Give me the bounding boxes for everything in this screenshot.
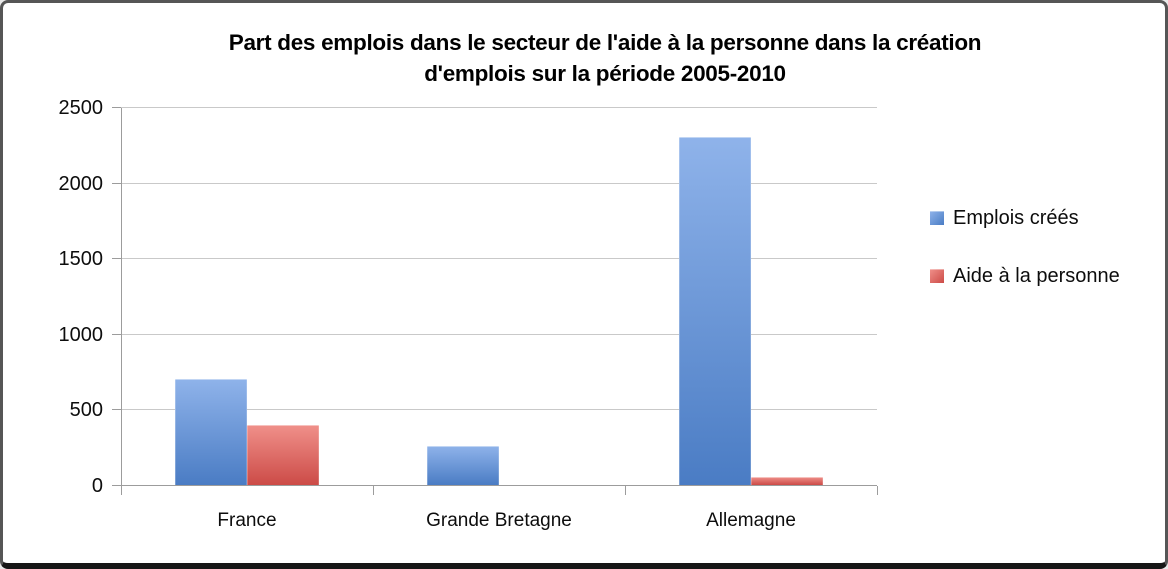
legend-swatch bbox=[930, 269, 944, 283]
legend-label: Emplois créés bbox=[953, 206, 1079, 229]
chart-title: Part des emplois dans le secteur de l'ai… bbox=[153, 27, 1057, 89]
y-axis-label: 500 bbox=[69, 399, 103, 422]
bar bbox=[175, 379, 247, 485]
y-axis-label: 1500 bbox=[58, 248, 104, 271]
y-axis-label: 0 bbox=[91, 475, 103, 497]
x-axis-line bbox=[112, 485, 877, 486]
gridline bbox=[121, 258, 877, 260]
y-axis-tick bbox=[112, 258, 121, 260]
bar bbox=[427, 445, 499, 485]
bar bbox=[247, 424, 319, 485]
chart-title-line-2: d'emplois sur la période 2005-2010 bbox=[424, 61, 786, 86]
gridline bbox=[121, 409, 877, 411]
gridline bbox=[121, 182, 877, 184]
x-axis-tick bbox=[373, 486, 374, 495]
bar bbox=[751, 477, 823, 485]
x-axis-labels: France Grande Bretagne Allemagne bbox=[121, 510, 877, 532]
gridline bbox=[121, 107, 877, 108]
legend: Emplois créés Aide à la personne bbox=[930, 206, 1120, 288]
chart-title-line-1: Part des emplois dans le secteur de l'ai… bbox=[228, 30, 982, 55]
x-axis-label: Grande Bretagne bbox=[426, 510, 572, 531]
legend-label: Aide à la personne bbox=[953, 264, 1120, 287]
y-axis-label: 2000 bbox=[58, 172, 104, 195]
plot-area: 0 500 1000 1500 2000 2500 bbox=[59, 97, 878, 497]
x-axis-tick bbox=[625, 486, 626, 495]
y-axis-tick bbox=[112, 182, 121, 184]
y-axis-tick bbox=[112, 107, 121, 108]
legend-swatch bbox=[930, 211, 944, 225]
gridline bbox=[121, 333, 877, 335]
y-axis-tick bbox=[112, 409, 121, 411]
legend-item: Emplois créés bbox=[930, 206, 1120, 230]
x-axis-label: Allemagne bbox=[706, 510, 796, 531]
x-axis-tick bbox=[121, 486, 122, 495]
y-axis-label: 2500 bbox=[58, 97, 104, 119]
y-axis-label: 1000 bbox=[58, 323, 104, 346]
y-axis-tick bbox=[112, 485, 121, 486]
bar bbox=[679, 137, 751, 485]
legend-item: Aide à la personne bbox=[930, 264, 1120, 288]
x-axis-label: France bbox=[217, 510, 277, 531]
y-axis-line bbox=[121, 108, 122, 486]
y-axis-tick bbox=[112, 333, 121, 335]
x-axis-tick bbox=[877, 486, 878, 495]
